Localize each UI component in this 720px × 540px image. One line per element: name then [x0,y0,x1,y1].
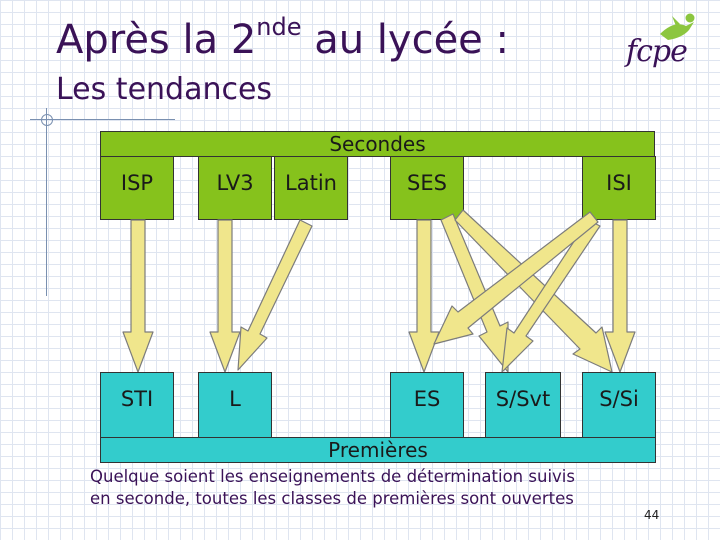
note-text: Quelque soient les enseignements de déte… [90,466,630,510]
note-line-2: en seconde, toutes les classes de premiè… [90,489,574,508]
arrow-isi-to-es [433,211,599,345]
slide-title: Après la 2nde au lycée : [56,14,509,62]
note-line-1: Quelque soient les enseignements de déte… [90,467,575,486]
title-part-2: au lycée : [301,17,509,63]
arrow-latin-to-l [237,219,313,371]
premieres-box-ssvt: S/Svt [485,372,561,438]
premieres-box-l: L [198,372,272,438]
decorative-rule-horizontal [30,119,175,120]
arrow-isi-to-ssi [604,219,636,373]
secondes-box-ses: SES [390,156,464,220]
logo-figure-icon [660,13,695,40]
arrow-ses-to-es [408,219,440,373]
page-number: 44 [644,508,660,522]
decorative-rule-vertical [46,108,47,296]
secondes-band: Secondes [100,131,655,157]
secondes-box-latin: Latin [274,156,348,220]
title-superscript: nde [256,13,302,41]
arrow-ses-to-ssi [454,209,613,373]
secondes-box-lv3: LV3 [198,156,272,220]
slide-subtitle: Les tendances [56,72,273,107]
arrow-lv3-to-l [209,219,241,373]
secondes-box-isp: ISP [100,156,174,220]
premieres-box-sti: STI [100,372,174,438]
fcpe-logo: fcpe [626,12,700,74]
premieres-band: Premières [100,437,656,463]
arrow-isi-to-ssvt [501,219,601,373]
arrow-isp-to-sti [122,219,154,373]
logo-text: fcpe [626,34,688,69]
premieres-box-es: ES [390,372,464,438]
premieres-box-ssi: S/Si [582,372,656,438]
title-part-1: Après la 2 [56,17,257,63]
decorative-rule-circle [41,114,53,126]
